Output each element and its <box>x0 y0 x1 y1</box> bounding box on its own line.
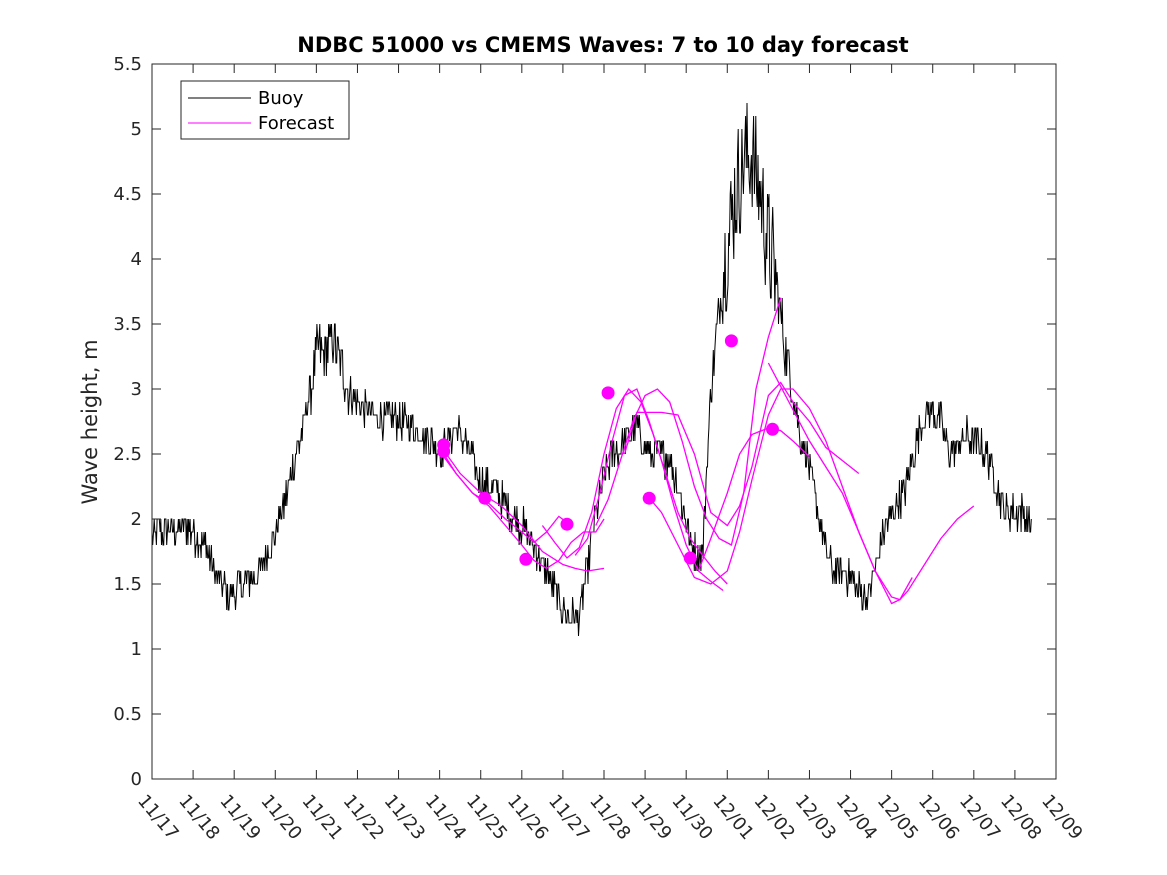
chart-title: NDBC 51000 vs CMEMS Waves: 7 to 10 day f… <box>297 33 908 57</box>
y-tick-label: 4.5 <box>113 184 142 205</box>
forecast-marker-8 <box>683 551 697 565</box>
forecast-series-line-7 <box>623 381 860 527</box>
forecast-marker-6 <box>601 386 615 400</box>
forecast-series-line-10 <box>767 362 975 601</box>
forecast-marker-10 <box>766 422 779 436</box>
forecast-series-line-3 <box>441 447 605 572</box>
legend-forecast-label: Forecast <box>258 113 334 134</box>
forecast-marker-4 <box>519 552 533 566</box>
y-tick-label: 0.5 <box>113 704 142 725</box>
forecast-series-line-4 <box>541 387 728 585</box>
y-axis-label: Wave height, m <box>78 339 102 504</box>
forecast-marker-5 <box>560 517 574 531</box>
y-tick-label: 1.5 <box>113 574 142 595</box>
y-tick-label: 5 <box>131 119 142 140</box>
y-tick-label: 2 <box>131 509 142 530</box>
forecast-marker-7 <box>642 491 656 505</box>
y-tick-label: 3.5 <box>113 314 142 335</box>
forecast-marker-9 <box>724 334 738 348</box>
forecast-marker-3 <box>478 491 492 505</box>
legend: Buoy Forecast <box>180 80 350 140</box>
y-tick-label: 2.5 <box>113 444 142 465</box>
forecast-series-line-2 <box>441 453 605 570</box>
y-tick-label: 1 <box>131 639 142 660</box>
y-tick-label: 0 <box>131 769 142 790</box>
y-tick-label: 5.5 <box>113 54 142 75</box>
series-layer <box>151 102 1032 637</box>
y-tick-label: 3 <box>131 379 142 400</box>
y-tick-label: 4 <box>131 249 142 270</box>
legend-box <box>180 80 350 140</box>
legend-buoy-label: Buoy <box>258 88 304 109</box>
forecast-series-line-9 <box>697 427 810 572</box>
forecast-series-line-6 <box>595 297 782 546</box>
forecast-marker-2 <box>437 444 451 458</box>
